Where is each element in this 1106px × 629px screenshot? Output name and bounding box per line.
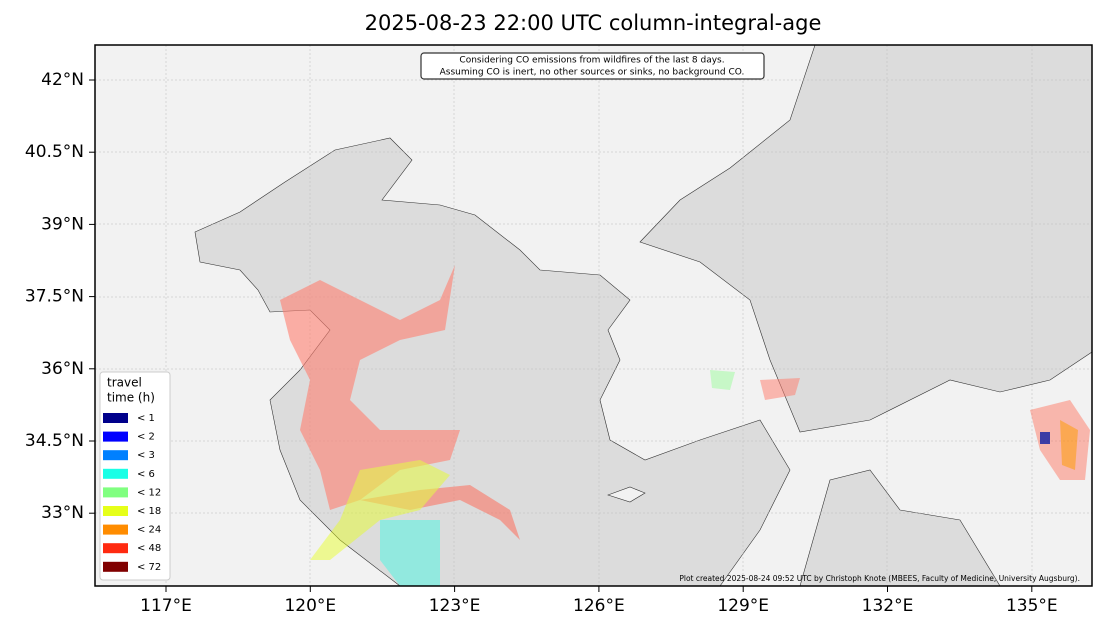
y-tick-label: 39°N (41, 214, 84, 234)
legend-swatch (103, 524, 128, 535)
legend-label: < 72 (137, 562, 161, 573)
x-tick-label: 126°E (573, 596, 625, 616)
y-tick-label: 34.5°N (25, 431, 84, 451)
x-tick-label: 129°E (717, 596, 769, 616)
legend-swatch (103, 431, 128, 442)
legend-swatch (103, 450, 128, 461)
legend-swatch (103, 468, 128, 479)
credit: Plot created 2025-08-24 09:52 UTC by Chr… (679, 574, 1080, 583)
legend-swatch (103, 543, 128, 554)
legend-title: time (h) (107, 391, 155, 405)
pacific (799, 469, 1001, 586)
legend: travel time (h) < 1 < 2 < 3 < 6 < 12 < 18 < 24… (99, 371, 171, 581)
frame (94, 44, 1093, 587)
legend-label: < 6 (137, 469, 155, 480)
annotation: Considering CO emissions from wildfires … (420, 52, 765, 80)
x-tick-label: 132°E (862, 596, 914, 616)
annotation-line: Assuming CO is inert, no other sources o… (440, 68, 745, 78)
legend-title: travel (107, 376, 142, 390)
legend-label: < 3 (137, 450, 155, 461)
legend-label: < 12 (137, 487, 161, 498)
legend-label: < 48 (137, 543, 161, 554)
x-tick-label: 120°E (284, 596, 336, 616)
plume (280, 265, 1090, 586)
y-tick-label: 40.5°N (25, 142, 84, 162)
legend-label: < 2 (137, 432, 155, 443)
x-tick-label: 123°E (429, 596, 481, 616)
legend-label: < 24 (137, 525, 161, 536)
title: 2025-08-23 22:00 UTC column-integral-age (365, 11, 822, 35)
x-tick-label: 117°E (140, 596, 192, 616)
x-tick-label: 135°E (1006, 596, 1058, 616)
annotation-line: Considering CO emissions from wildfires … (459, 56, 724, 66)
east-sea (639, 45, 1092, 433)
y-tick-label: 33°N (41, 503, 84, 523)
legend-swatch (103, 487, 128, 498)
y-tick-label: 42°N (41, 70, 84, 90)
legend-label: < 18 (137, 506, 161, 517)
map (95, 45, 1092, 586)
y-tick-label: 36°N (41, 359, 84, 379)
legend-label: < 1 (137, 413, 155, 424)
jeju (607, 486, 646, 503)
legend-swatch (103, 413, 128, 423)
legend-swatch (103, 506, 128, 516)
y-tick-label: 37.5°N (25, 287, 84, 307)
legend-swatch (103, 561, 128, 572)
